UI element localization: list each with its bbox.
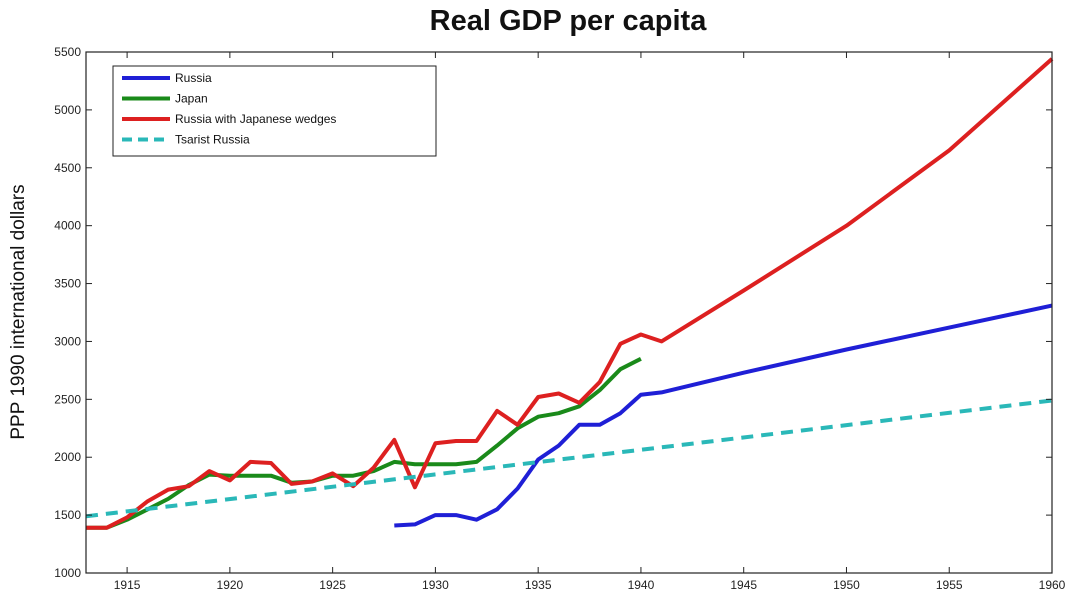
- x-tick-label: 1960: [1039, 578, 1066, 592]
- x-tick-label: 1950: [833, 578, 860, 592]
- legend-label: Tsarist Russia: [175, 133, 250, 147]
- y-tick-label: 5500: [54, 45, 81, 59]
- y-tick-label: 3000: [54, 334, 81, 348]
- legend-label: Russia: [175, 71, 212, 85]
- y-tick-label: 4500: [54, 161, 81, 175]
- legend-label: Russia with Japanese wedges: [175, 112, 336, 126]
- x-tick-label: 1955: [936, 578, 963, 592]
- x-tick-label: 1925: [319, 578, 346, 592]
- y-axis-label: PPP 1990 international dollars: [8, 184, 29, 439]
- y-tick-label: 4000: [54, 219, 81, 233]
- y-tick-label: 5000: [54, 103, 81, 117]
- series-line-russia-with-japanese-wedges: [86, 57, 1054, 530]
- x-tick-label: 1915: [114, 578, 141, 592]
- legend-box: [112, 65, 437, 157]
- plot-frame: [85, 51, 1053, 574]
- x-tick-label: 1935: [525, 578, 552, 592]
- x-tick-label: 1940: [628, 578, 655, 592]
- x-tick-label: 1945: [730, 578, 757, 592]
- x-tick-label: 1920: [217, 578, 244, 592]
- x-tick-label: 1930: [422, 578, 449, 592]
- y-tick-label: 2500: [54, 392, 81, 406]
- series-layer: [85, 57, 1054, 530]
- y-tick-label: 2000: [54, 450, 81, 464]
- chart-title: Real GDP per capita: [430, 5, 708, 37]
- series-line-japan: [86, 357, 642, 530]
- y-tick-label: 1000: [54, 566, 81, 580]
- legend: Russia Japan Russia with Japanese wedges Ts…: [112, 65, 437, 157]
- axis-layer: 1915 1920 1925 1930 1935 1940 1945 1950 1955 1960…: [54, 45, 1065, 592]
- legend-label: Japan: [175, 92, 208, 106]
- series-line-tsarist-russia: [85, 398, 1053, 519]
- y-tick-label: 1500: [54, 508, 81, 522]
- y-tick-label: 3500: [54, 277, 81, 291]
- series-line-russia: [394, 303, 1053, 528]
